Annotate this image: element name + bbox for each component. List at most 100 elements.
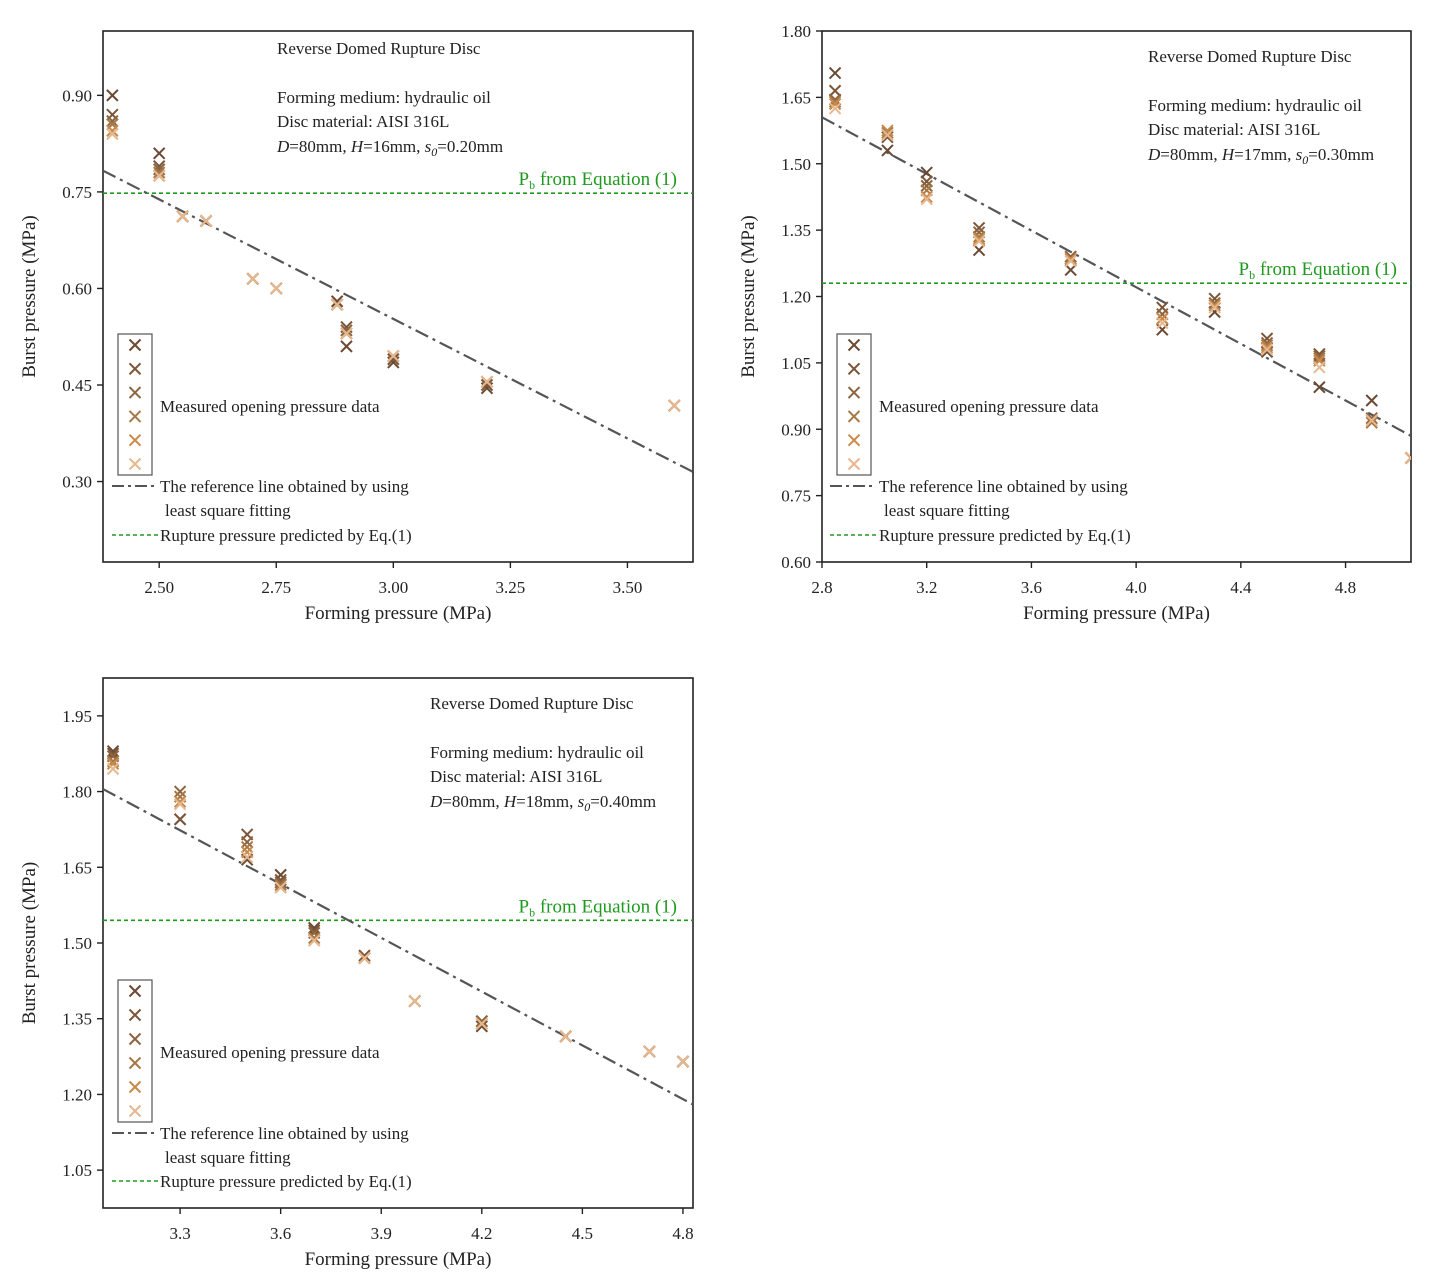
geometry-h-value: =16mm, — [363, 137, 425, 156]
legend-marker — [847, 338, 861, 352]
x-axis-label: Forming pressure (MPa) — [1023, 603, 1210, 624]
x-marker-stroke — [1064, 250, 1077, 263]
fit-line — [103, 169, 693, 473]
y-tick-label: 0.45 — [62, 376, 92, 395]
y-tick-label: 1.20 — [62, 1085, 92, 1104]
x-marker-stroke — [173, 795, 187, 808]
x-marker-stroke — [106, 762, 120, 776]
x-marker-stroke — [881, 128, 894, 142]
data-point — [920, 166, 933, 179]
x-tick-label: 3.9 — [371, 1224, 392, 1243]
x-marker-stroke — [972, 221, 986, 235]
data-point — [1313, 361, 1326, 374]
x-marker-stroke — [128, 1008, 142, 1022]
geometry-s: s — [578, 792, 585, 811]
x-marker-stroke — [1313, 350, 1326, 363]
x-marker-stroke — [106, 124, 119, 137]
legend-marker — [128, 1104, 142, 1118]
data-point — [270, 282, 283, 295]
y-tick-label: 1.50 — [781, 155, 811, 174]
data-point — [240, 835, 254, 849]
chart-panel-1: 2.50 2.75 3.00 3.25 3.50 0.30 0.45 0.60 0.75 0.90… — [19, 30, 694, 624]
legend-fit-label: The reference line obtained by using — [160, 477, 409, 496]
x-marker-stroke — [1365, 414, 1378, 427]
data-point — [972, 230, 986, 243]
y-tick-label: 1.35 — [781, 221, 811, 240]
plot-frame — [102, 30, 694, 563]
geometry-s-value: =0.20mm — [437, 137, 503, 156]
x-marker-stroke — [387, 353, 400, 366]
y-tick-label: 1.50 — [62, 934, 92, 953]
data-point — [246, 272, 260, 286]
x-marker-stroke — [1365, 394, 1378, 407]
x-marker-stroke — [1404, 456, 1411, 465]
x-marker-stroke — [340, 340, 353, 353]
pb-label-p: P — [518, 896, 529, 917]
x-marker-stroke — [828, 97, 842, 111]
x-marker-stroke — [1208, 299, 1221, 312]
y-axis-label: Burst pressure (MPa) — [19, 215, 40, 378]
y-tick-label: 0.75 — [62, 183, 92, 202]
data-point — [1260, 338, 1274, 352]
data-point — [559, 1030, 572, 1043]
x-marker-stroke — [972, 243, 986, 257]
data-point — [1156, 312, 1169, 325]
legend-marker — [128, 433, 142, 447]
x-marker-stroke — [828, 84, 842, 97]
x-marker-stroke — [1064, 254, 1077, 268]
x-marker-stroke — [828, 66, 842, 80]
x-marker-stroke — [881, 124, 894, 137]
pb-label: Pb from Equation (1) — [1238, 259, 1397, 282]
x-marker-stroke — [828, 93, 842, 106]
data-point — [1156, 307, 1169, 321]
data-point — [176, 210, 189, 223]
x-marker-stroke — [1260, 338, 1274, 352]
chart-title: Reverse Domed Rupture Disc — [1148, 47, 1352, 66]
data-point — [106, 127, 119, 141]
data-points — [828, 66, 1411, 465]
legend-marker — [128, 410, 142, 423]
x-marker-stroke — [1156, 312, 1169, 325]
disc-material-text: Disc material: AISI 316L — [430, 767, 602, 786]
geometry-s: s — [425, 137, 432, 156]
x-marker-stroke — [106, 757, 120, 771]
y-tick-label: 0.75 — [781, 487, 811, 506]
x-marker-stroke — [1313, 381, 1326, 394]
geometry-s-value: =0.30mm — [1308, 145, 1374, 164]
x-marker-stroke — [920, 175, 933, 188]
geometry-d-value: =80mm, — [289, 137, 351, 156]
data-point — [1313, 350, 1326, 363]
geometry-h-value: =17mm, — [1234, 145, 1296, 164]
data-point — [881, 128, 894, 142]
x-tick-label: 4.5 — [572, 1224, 593, 1243]
x-marker-stroke — [330, 298, 344, 311]
x-marker-stroke — [274, 881, 287, 894]
x-tick-label: 3.25 — [496, 578, 526, 597]
x-marker-stroke — [240, 845, 254, 859]
y-tick-label: 1.65 — [62, 858, 92, 877]
x-marker-stroke — [881, 126, 894, 139]
x-marker-stroke — [920, 179, 933, 193]
forming-medium-text: Forming medium: hydraulic oil — [1148, 96, 1362, 115]
x-marker-stroke — [240, 850, 254, 864]
legend-marker — [128, 984, 142, 998]
data-point — [972, 232, 986, 246]
x-marker-stroke — [559, 1030, 572, 1043]
data-point — [173, 797, 187, 811]
x-marker-stroke — [128, 1032, 142, 1046]
data-point — [881, 126, 894, 139]
x-marker-stroke — [1260, 343, 1274, 356]
y-tick-label: 1.95 — [62, 707, 92, 726]
x-marker-stroke — [246, 272, 260, 286]
disc-material-text: Disc material: AISI 316L — [1148, 120, 1320, 139]
x-marker-stroke — [847, 386, 861, 399]
y-tick-label: 1.05 — [781, 354, 811, 373]
x-marker-stroke — [106, 744, 120, 758]
data-point — [828, 102, 842, 115]
data-point — [408, 994, 421, 1008]
data-point — [274, 881, 287, 894]
data-point — [676, 1055, 690, 1068]
x-marker-stroke — [330, 295, 344, 308]
x-marker-stroke — [972, 230, 986, 243]
pb-label-rest: from Equation (1) — [1255, 259, 1397, 280]
